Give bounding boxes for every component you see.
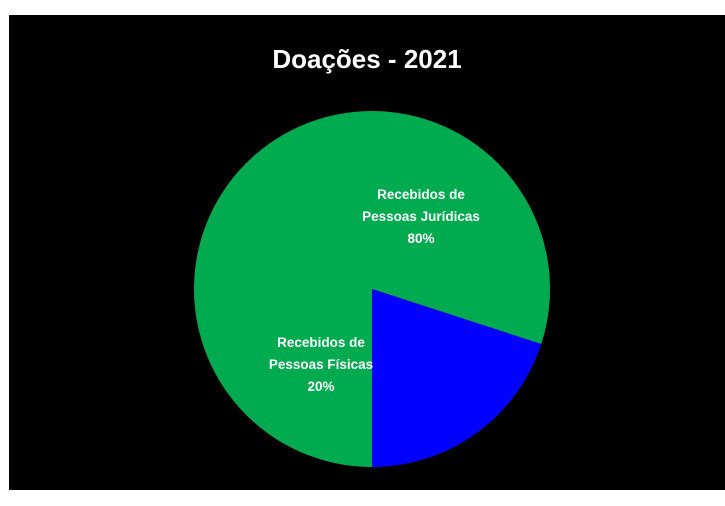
data-label-pessoas-juridicas: Recebidos de Pessoas Jurídicas 80% (362, 187, 480, 246)
data-label-pessoas-fisicas: Recebidos de Pessoas Físicas 20% (269, 335, 373, 394)
chart-area: Doações - 2021 Recebidos de Pessoas Juríd… (9, 15, 725, 490)
pie-slice-pessoas-fisicas (372, 289, 542, 467)
pie-chart: Recebidos de Pessoas Jurídicas 80% Recebido… (194, 110, 551, 467)
chart-title: Doações - 2021 (272, 44, 462, 74)
pie-slice-pessoas-juridicas (194, 110, 551, 467)
